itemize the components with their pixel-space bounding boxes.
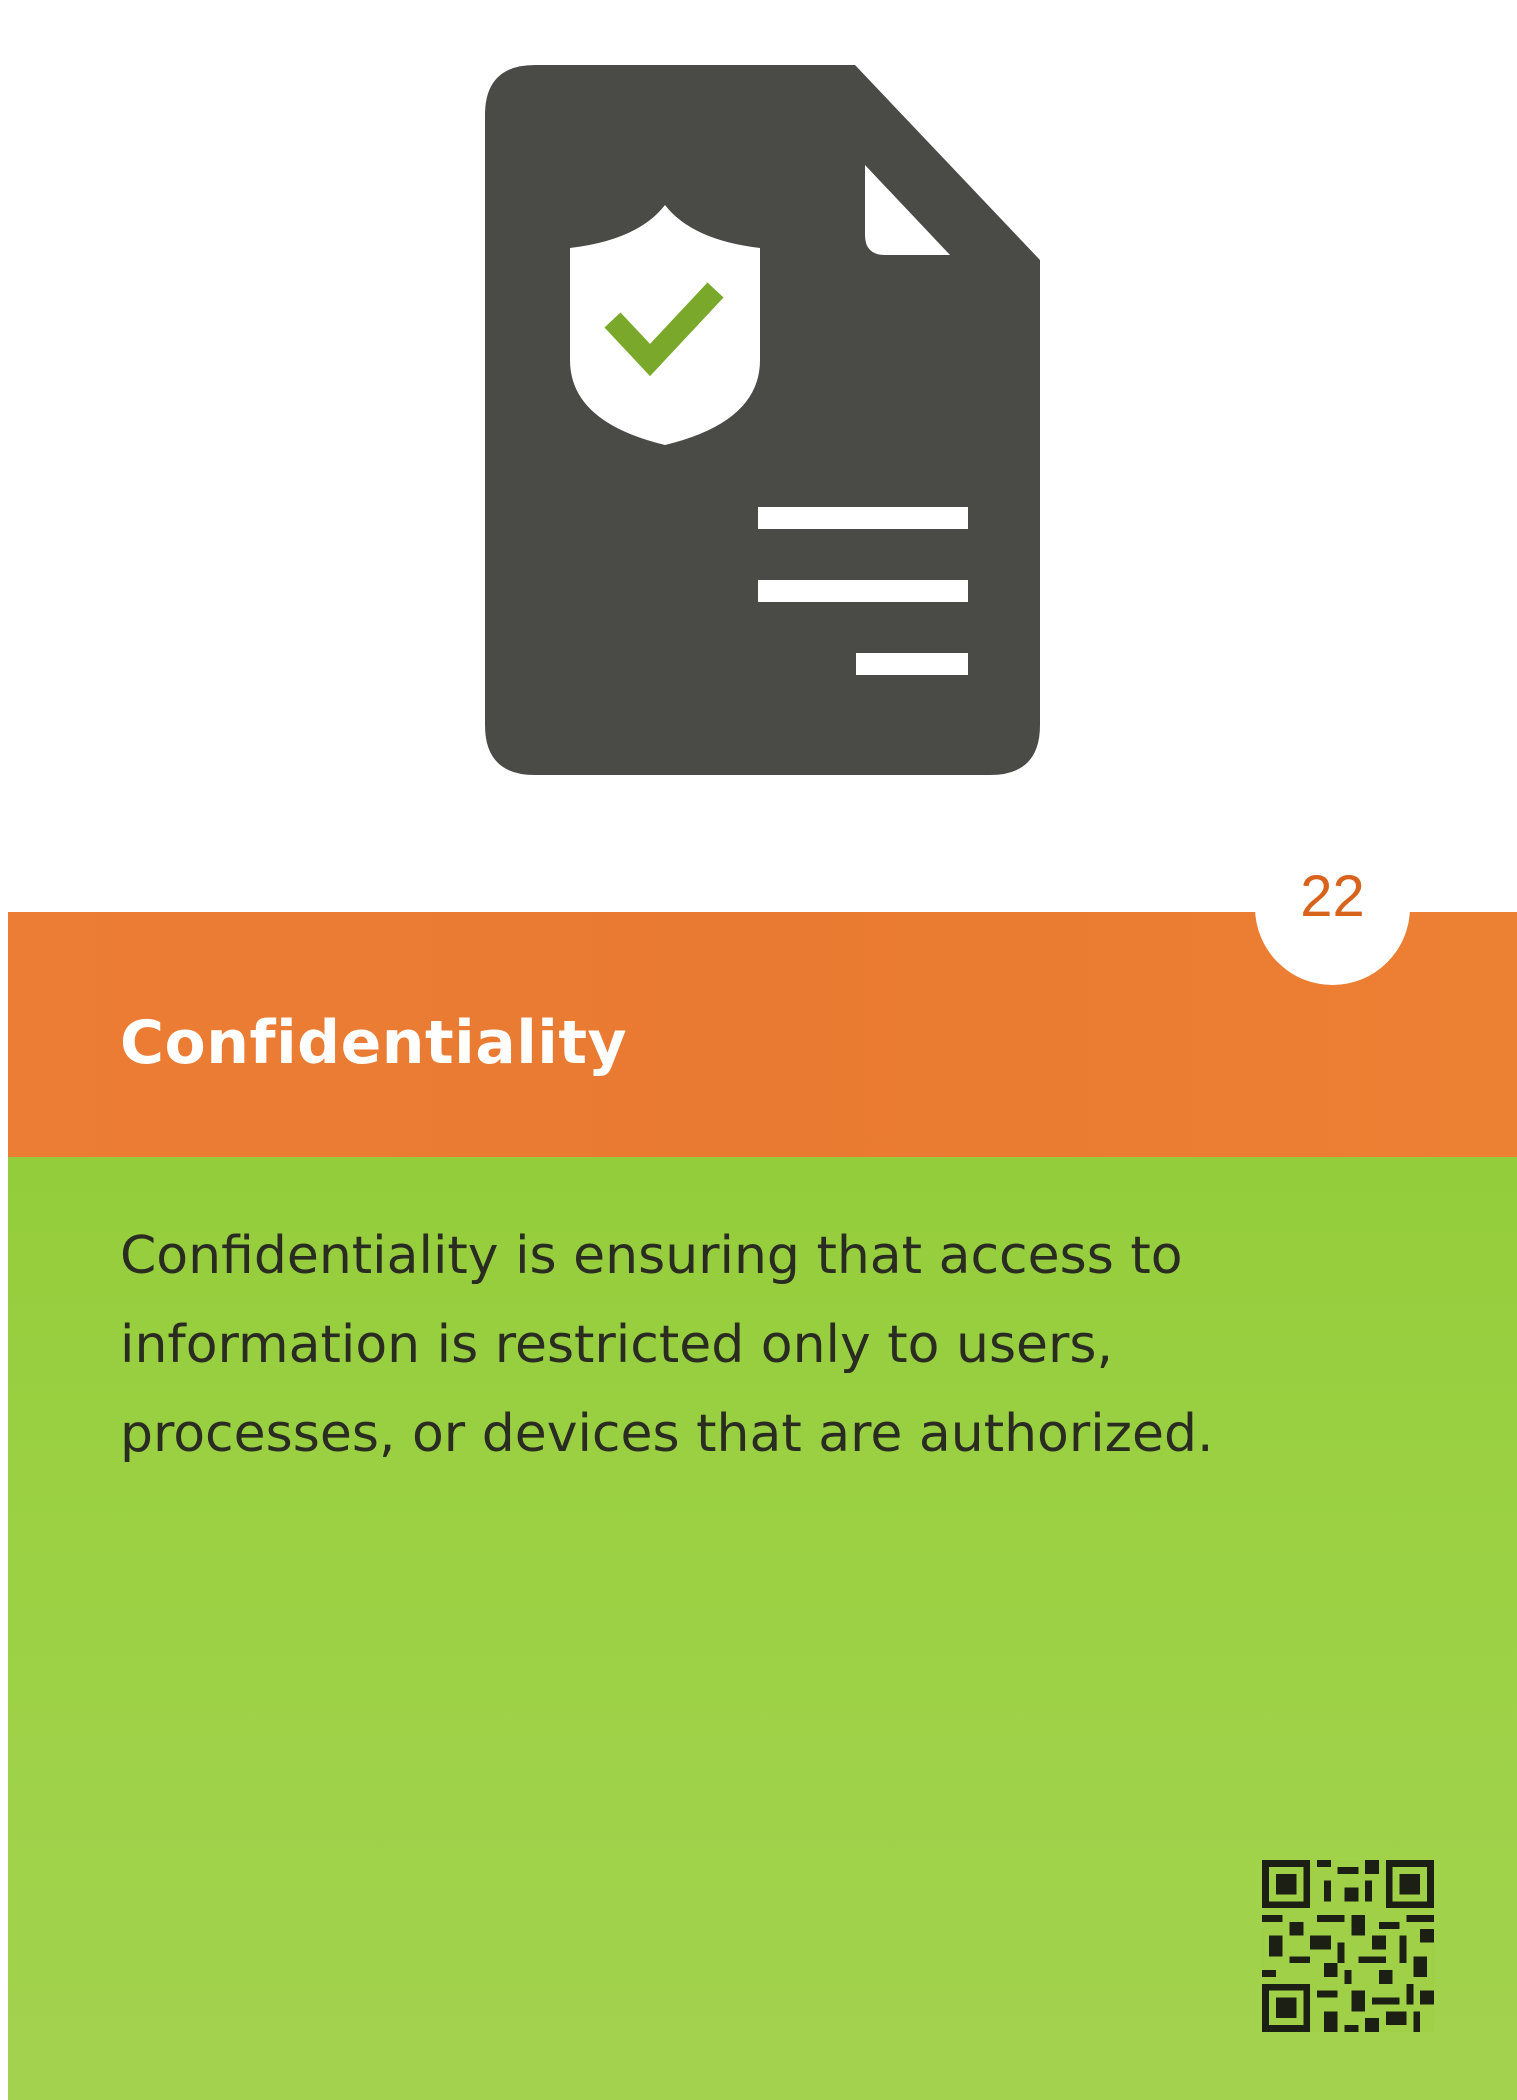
secure-document-icon bbox=[480, 60, 1060, 780]
checkmark-icon bbox=[604, 282, 724, 377]
shield-icon bbox=[570, 205, 760, 445]
card-description: Confidentiality is ensuring that access … bbox=[120, 1226, 1214, 1464]
card-number: 22 bbox=[1300, 864, 1365, 929]
title-band: Confidentiality bbox=[8, 912, 1517, 1157]
qr-code-icon bbox=[1262, 1860, 1434, 2032]
card-number-badge: 22 bbox=[1255, 830, 1410, 985]
card-title: Confidentiality bbox=[120, 1008, 628, 1078]
